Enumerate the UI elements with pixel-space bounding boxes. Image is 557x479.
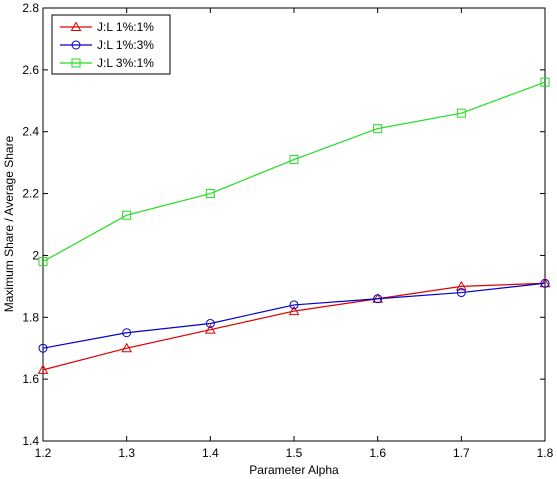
series-square [38,77,550,267]
y-tick-label: 1.8 [22,310,39,324]
y-tick-label: 2.4 [22,125,39,139]
legend-marker [70,21,82,31]
x-tick-label: 1.2 [35,446,52,460]
y-tick-label: 2.6 [22,63,39,77]
x-tick-label: 1.8 [537,446,554,460]
y-axis-label: Maximum Share / Average Share [2,135,16,312]
legend-label: J:L 1%:3% [97,38,154,52]
legend-marker [71,40,81,50]
series-line [42,282,546,349]
legend-label: J:L 1%:1% [97,20,154,34]
axis-ticks [42,7,546,442]
data-point-marker [456,288,466,298]
y-tick-label: 1.6 [22,372,39,386]
x-tick-labels: 1.2 1.3 1.4 1.5 1.6 1.7 1.8 [35,446,554,460]
data-point-marker [205,318,215,328]
legend: J:L 1%:1% J:L 1%:3% J:L 3%:1% [51,14,171,75]
data-point-marker [289,155,299,165]
x-axis-label: Parameter Alpha [249,463,339,477]
data-point-marker [373,294,383,304]
data-point-marker [37,364,49,374]
series-group [37,77,551,374]
legend-marker [71,58,81,68]
series-circle [38,278,550,353]
data-point-marker [456,108,466,118]
plot-area [42,7,546,442]
y-tick-label: 2 [32,248,39,262]
x-tick-label: 1.5 [286,446,303,460]
data-point-marker [204,324,216,334]
x-tick-label: 1.3 [118,446,135,460]
y-tick-labels: 1.4 1.6 1.8 2 2.2 2.4 2.6 2.8 [22,1,39,448]
data-point-marker [288,305,300,316]
data-point-marker [122,210,132,220]
data-point-marker [205,189,215,199]
y-tick-label: 2.8 [22,1,39,15]
data-point-marker [455,280,467,291]
data-point-marker [373,124,383,134]
y-tick-label: 2.2 [22,187,39,201]
data-point-marker [38,343,48,353]
y-tick-label: 1.4 [22,434,39,448]
x-tick-label: 1.7 [453,446,470,460]
data-point-marker [540,77,550,87]
data-point-marker [289,300,299,310]
data-point-marker [122,328,132,338]
x-tick-label: 1.6 [369,446,386,460]
legend-label: J:L 3%:1% [97,56,154,70]
series-triangle [37,277,551,374]
data-point-marker [38,257,48,267]
data-point-marker [121,342,133,353]
data-point-marker [540,278,550,288]
series-line [42,81,546,263]
series-line [42,282,546,371]
x-tick-label: 1.4 [202,446,219,460]
